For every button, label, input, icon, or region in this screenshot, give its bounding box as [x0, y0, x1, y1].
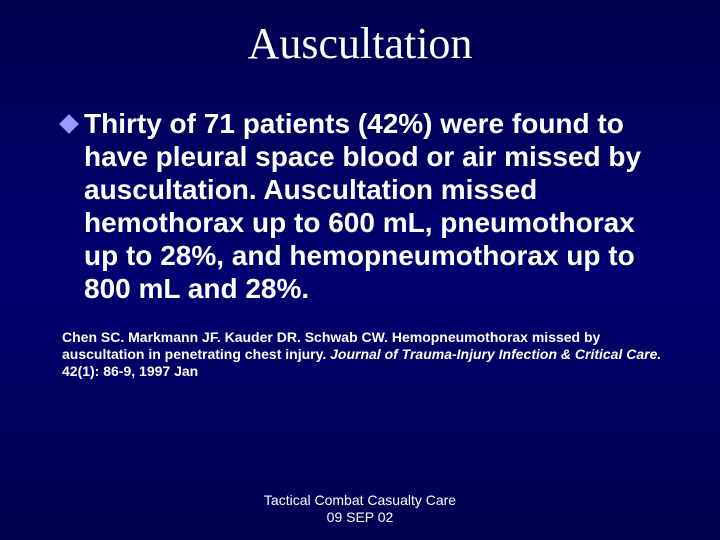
slide: Auscultation Thirty of 71 patients (42%)…: [0, 0, 720, 540]
body-block: Thirty of 71 patients (42%) were found t…: [62, 107, 666, 305]
footer-line-2: 09 SEP 02: [0, 509, 720, 526]
citation: Chen SC. Markmann JF. Kauder DR. Schwab …: [62, 329, 662, 380]
citation-authors: Chen SC. Markmann JF. Kauder DR. Schwab …: [62, 329, 388, 345]
footer-line-1: Tactical Combat Casualty Care: [0, 492, 720, 509]
slide-footer: Tactical Combat Casualty Care 09 SEP 02: [0, 492, 720, 526]
slide-title: Auscultation: [50, 18, 670, 69]
citation-locator: 42(1): 86-9, 1997 Jan: [62, 363, 198, 379]
body-text: Thirty of 71 patients (42%) were found t…: [84, 107, 666, 305]
citation-journal: Journal of Trauma-Injury Infection & Cri…: [330, 346, 661, 362]
diamond-bullet-icon: [59, 114, 79, 134]
